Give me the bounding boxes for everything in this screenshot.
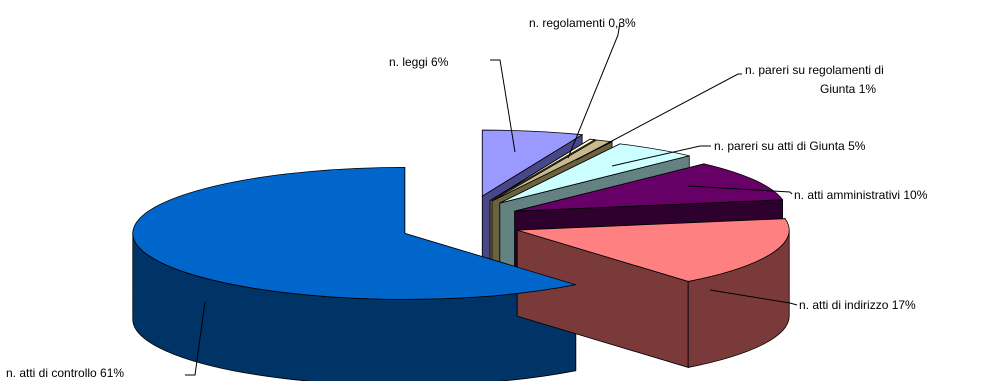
leader-atti-controllo	[185, 301, 206, 376]
leader-pareri-atti	[611, 145, 711, 167]
slice-labels: n. leggi 6% n. regolamenti 0,3% n. parer…	[6, 16, 928, 380]
slice-leggi	[481, 129, 584, 197]
slice-atti-amministrativi	[514, 163, 784, 212]
leader-leggi	[490, 59, 516, 153]
label-pareri-regolamenti-line2: Giunta 1%	[820, 82, 876, 96]
leader-regolamenti	[567, 21, 621, 159]
leader-atti-amministrativi	[687, 185, 793, 195]
slice-atti-indirizzo	[517, 218, 790, 282]
leader-lines	[185, 21, 798, 376]
slice-atti-controllo	[132, 166, 576, 300]
label-leggi: n. leggi 6%	[389, 55, 449, 69]
leader-pareri-regolamenti	[575, 73, 742, 161]
label-pareri-regolamenti-line1: n. pareri su regolamenti di	[745, 63, 884, 77]
leader-atti-indirizzo	[709, 289, 798, 306]
label-atti-amministrativi: n. atti amministrativi 10%	[794, 188, 928, 202]
label-pareri-atti: n. pareri su atti di Giunta 5%	[714, 139, 866, 153]
slice-pareri-regolamenti	[491, 139, 614, 202]
pie-tops	[132, 129, 790, 300]
label-atti-indirizzo: n. atti di indirizzo 17%	[799, 298, 916, 312]
label-pareri-regolamenti: n. pareri su regolamenti di Giunta 1%	[745, 63, 887, 96]
label-atti-controllo: n. atti di controllo 61%	[6, 366, 124, 380]
label-regolamenti: n. regolamenti 0,3%	[529, 16, 636, 30]
slice-regolamenti	[489, 138, 596, 201]
